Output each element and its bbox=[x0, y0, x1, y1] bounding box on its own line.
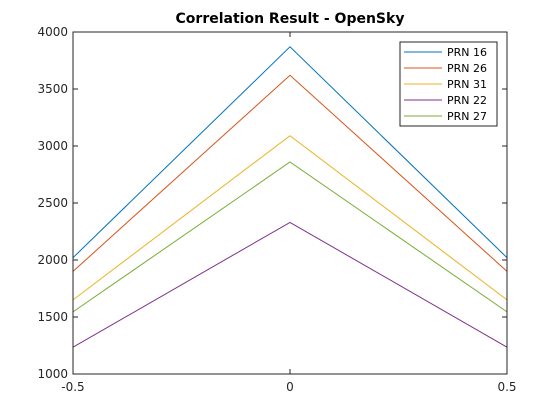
y-tick-label: 2500 bbox=[37, 196, 68, 210]
legend-entry-label: PRN 26 bbox=[447, 62, 487, 75]
y-tick-label: 1000 bbox=[37, 367, 68, 381]
x-tick-label: 0.5 bbox=[497, 380, 516, 394]
y-tick-label: 4000 bbox=[37, 25, 68, 39]
axis-ticks: 1000 1500 2000 2500 3000 3500 4000 -0.5 0 0.5 bbox=[37, 25, 516, 394]
y-tick-label: 3500 bbox=[37, 82, 68, 96]
series-line-prn-31 bbox=[72, 135, 508, 301]
y-tick-label: 2000 bbox=[37, 253, 68, 267]
legend-entry-label: PRN 16 bbox=[447, 46, 487, 59]
legend-entry-label: PRN 31 bbox=[447, 78, 487, 91]
legend: PRN 16 PRN 26 PRN 31 PRN 22 PRN 27 bbox=[399, 41, 498, 127]
y-tick-label: 1500 bbox=[37, 310, 68, 324]
y-tick-label: 3000 bbox=[37, 139, 68, 153]
x-tick-label: 0 bbox=[286, 380, 294, 394]
legend-entry-label: PRN 27 bbox=[447, 110, 487, 123]
series-layer bbox=[72, 46, 508, 348]
x-tick-label: -0.5 bbox=[61, 380, 84, 394]
series-line-prn-22 bbox=[72, 221, 508, 348]
series-line-prn-27 bbox=[72, 161, 508, 313]
series-line-prn-26 bbox=[72, 74, 508, 272]
chart-title: Correlation Result - OpenSky bbox=[176, 11, 405, 27]
legend-entry-label: PRN 22 bbox=[447, 94, 487, 107]
series-line-prn-16 bbox=[72, 46, 508, 259]
